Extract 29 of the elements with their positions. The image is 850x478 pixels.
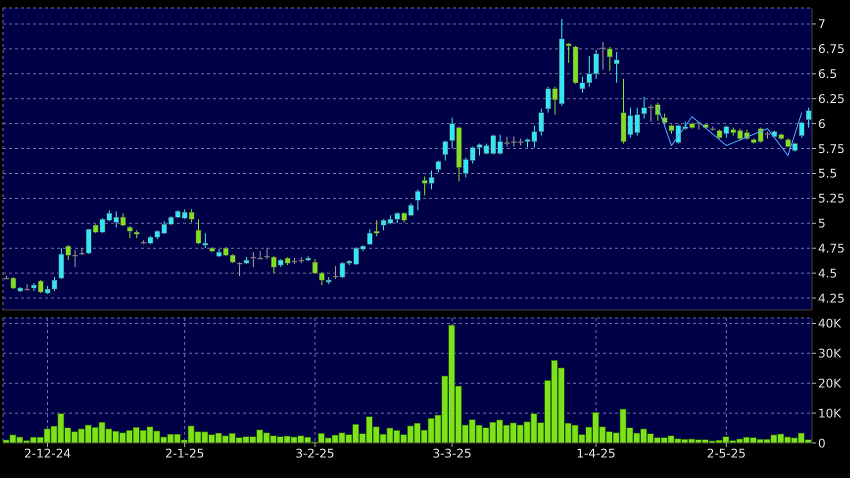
- candlestick: [415, 188, 421, 211]
- y-tick-label: 20K: [818, 376, 842, 390]
- candlestick: [799, 121, 805, 138]
- y-tick-label: 7: [818, 17, 826, 32]
- y-tick-label: 10K: [818, 406, 842, 420]
- y-tick-label: 6: [818, 116, 826, 131]
- y-tick-label: 4.25: [818, 291, 845, 306]
- candlestick: [442, 140, 448, 161]
- candlestick: [127, 226, 133, 239]
- y-tick-label: 0: [818, 436, 826, 450]
- y-tick-label: 30K: [818, 346, 842, 361]
- x-tick-label: 2-1-25: [165, 446, 204, 461]
- y-tick-label: 5.5: [818, 166, 838, 181]
- y-tick-label: 6.75: [818, 42, 845, 56]
- y-tick-label: 4.75: [818, 241, 845, 256]
- y-tick-label: 6.5: [818, 67, 838, 82]
- y-tick-label: 5.75: [818, 142, 845, 156]
- x-tick-label: 2-5-25: [706, 446, 746, 461]
- y-tick-label: 6.25: [818, 92, 845, 106]
- y-tick-label: 5: [818, 216, 826, 231]
- x-tick-label: 3-3-25: [432, 446, 472, 461]
- x-tick-label: 3-2-25: [295, 446, 335, 461]
- y-tick-label: 5.25: [818, 192, 845, 206]
- x-tick-label: 1-4-25: [576, 446, 616, 461]
- y-tick-label: 40K: [818, 316, 842, 331]
- x-tick-label: 2-12-24: [24, 446, 71, 461]
- candlestick: [436, 160, 442, 173]
- candlestick: [614, 51, 620, 84]
- y-tick-label: 4.5: [818, 266, 838, 280]
